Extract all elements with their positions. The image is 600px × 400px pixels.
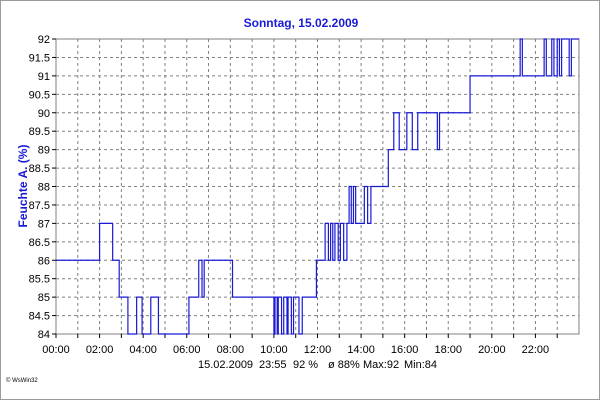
y-tick-label: 87.5 <box>29 200 50 212</box>
software-credit: © WsWin32 <box>6 377 38 384</box>
y-axis-ticks: 84 84.5 85 85.5 86 86.5 87 87.5 88 88.5 89 89.5 90 90… <box>29 34 56 341</box>
y-tick-label: 87 <box>38 218 50 230</box>
y-tick-label: 92 <box>38 34 50 46</box>
status-average: ø 88% <box>328 359 360 371</box>
x-tick-label: 14:00 <box>347 344 375 356</box>
x-tick-label: 18:00 <box>434 344 462 356</box>
y-tick-label: 90.5 <box>29 89 50 101</box>
y-tick-label: 89.5 <box>29 126 50 138</box>
y-tick-label: 89 <box>38 145 50 157</box>
status-current: 92 % <box>293 359 318 371</box>
x-tick-label: 06:00 <box>173 344 201 356</box>
y-tick-label: 84 <box>38 329 50 341</box>
y-tick-label: 84.5 <box>29 311 50 323</box>
x-axis-ticks: 00:00 02:00 04:00 06:00 08:00 10:00 12:00 14:00… <box>42 334 558 356</box>
y-axis-label: Feuchte A. (%) <box>16 145 30 228</box>
x-tick-label: 02:00 <box>86 344 114 356</box>
x-tick-label: 04:00 <box>129 344 157 356</box>
status-min: Min:84 <box>404 359 437 371</box>
x-tick-label: 00:00 <box>42 344 70 356</box>
status-max: Max:92 <box>363 359 399 371</box>
y-tick-label: 86.5 <box>29 237 50 249</box>
status-date: 15.02.2009 <box>198 359 253 371</box>
y-tick-label: 85 <box>38 292 50 304</box>
y-tick-label: 85.5 <box>29 274 50 286</box>
status-time: 23:55 <box>259 359 287 371</box>
chart-title: Sonntag, 15.02.2009 <box>244 16 359 30</box>
x-tick-label: 22:00 <box>522 344 550 356</box>
x-tick-label: 20:00 <box>478 344 506 356</box>
y-tick-label: 91 <box>38 71 50 83</box>
x-tick-label: 10:00 <box>260 344 288 356</box>
x-tick-label: 08:00 <box>217 344 245 356</box>
y-tick-label: 86 <box>38 255 50 267</box>
y-tick-label: 88.5 <box>29 163 50 175</box>
x-tick-label: 16:00 <box>391 344 419 356</box>
x-tick-label: 12:00 <box>304 344 332 356</box>
y-tick-label: 91.5 <box>29 52 50 64</box>
series-line <box>56 38 579 335</box>
y-tick-label: 88 <box>38 182 50 194</box>
series-group <box>56 38 579 335</box>
y-tick-label: 90 <box>38 108 50 120</box>
